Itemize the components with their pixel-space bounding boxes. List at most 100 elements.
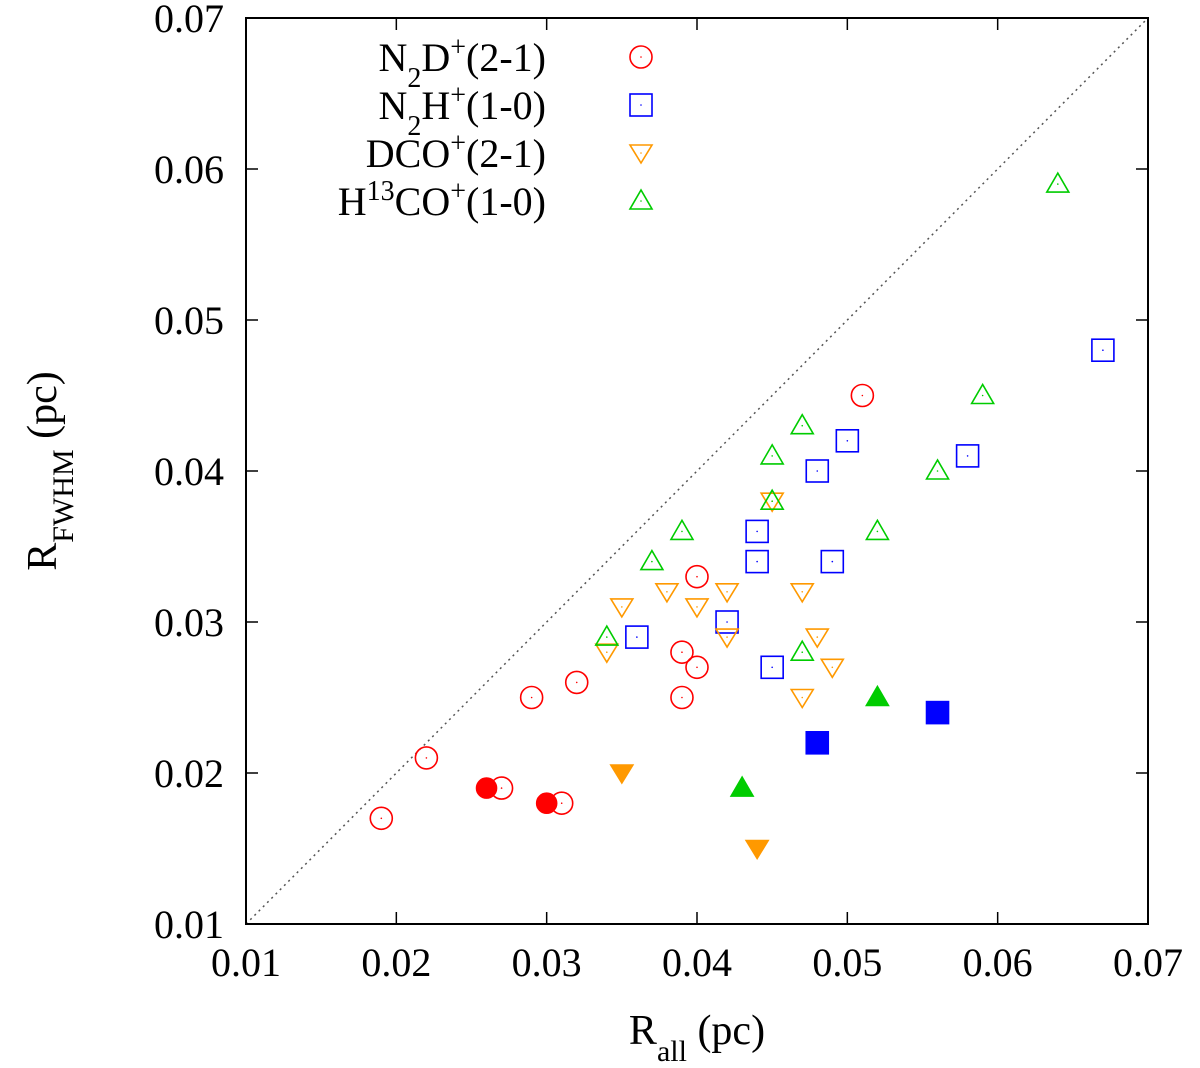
legend-subscript: 2 <box>407 111 421 142</box>
n2d-point-open <box>519 685 544 710</box>
n2h-point-open-center-dot <box>726 621 728 623</box>
n2h-point-open <box>745 519 769 544</box>
x-tick-label: 0.04 <box>662 940 732 985</box>
n2d-point-open <box>564 670 589 695</box>
series-h13co <box>594 171 1071 797</box>
n2d-point-open <box>685 564 709 589</box>
dco-point-filled <box>744 839 770 861</box>
y-tick-label: 0.02 <box>154 751 224 796</box>
legend-label-h13co: H13CO+(1-0) <box>338 176 546 225</box>
dco-point-open <box>714 582 740 604</box>
h13co-point-open <box>865 518 890 541</box>
x-tick-label: 0.03 <box>512 940 582 985</box>
n2h-point-open-center-dot <box>756 560 758 563</box>
y-tick-label: 0.01 <box>154 902 224 947</box>
n2d-point-open <box>850 383 875 408</box>
dco-point-open-center-dot <box>801 696 804 699</box>
n2h-point-open <box>715 610 739 634</box>
x-axis-label-main: R <box>629 1008 657 1054</box>
dco-point-open-center-dot <box>831 666 834 669</box>
legend-superscript: + <box>450 80 466 111</box>
n2d-point-open-center-dot <box>681 651 683 653</box>
x-tick-label: 0.02 <box>361 940 431 985</box>
dco-point-open <box>684 598 710 619</box>
x-tick-label: 0.05 <box>812 940 882 985</box>
legend-text: D <box>421 35 450 80</box>
dco-point-open <box>714 628 740 649</box>
legend-text: CO <box>395 179 451 224</box>
legend-text: (2-1) <box>466 35 546 80</box>
n2d-point-open-center-dot <box>696 575 698 578</box>
n2h-point-open <box>760 655 784 680</box>
n2h-point-filled <box>805 730 830 755</box>
y-tick-label: 0.06 <box>154 147 224 192</box>
legend: N2D+(2-1)N2H+(1-0)DCO+(2-1)H13CO+(1-0) <box>338 32 654 225</box>
dco-point-open <box>609 598 635 619</box>
n2h-point-open-center-dot <box>846 440 849 442</box>
n2d-point-open-center-dot <box>861 394 864 397</box>
n2d-point-open <box>369 806 394 831</box>
y-axis-label-unit: (pc) <box>20 371 66 449</box>
series-n2h <box>625 338 1115 755</box>
y-tick-label: 0.03 <box>154 600 224 645</box>
legend-label-n2d: N2D+(2-1) <box>378 32 546 94</box>
h13co-point-open-center-dot <box>1057 183 1059 185</box>
n2h-point-open-center-dot <box>816 470 819 472</box>
dco-point-open <box>804 628 830 649</box>
axis-ticks: 0.01 0.02 0.03 0.04 0.05 0.06 0.07 0.01 0.02 0.03… <box>154 0 1183 985</box>
h13co-point-open-center-dot <box>771 500 773 503</box>
h13co-point-filled <box>865 684 890 707</box>
y-axis-label-sub: FWHM <box>47 449 80 542</box>
n2h-point-open-center-dot <box>831 560 834 563</box>
legend-text: (1-0) <box>466 179 546 224</box>
plot-frame <box>245 17 1149 925</box>
series-dco <box>594 492 845 861</box>
y-axis-label: RFWHM (pc) <box>20 371 80 570</box>
dco-point-open <box>789 688 815 710</box>
dco-point-open-center-dot <box>606 651 608 653</box>
h13co-point-open-center-dot <box>801 651 804 653</box>
h13co-point-open-center-dot <box>801 424 804 427</box>
n2h-point-open-center-dot <box>636 636 638 638</box>
n2h-point-open <box>820 549 845 574</box>
dco-point-open-center-dot <box>696 606 698 608</box>
h13co-point-open-center-dot <box>681 530 683 533</box>
h13co-point-open-center-dot <box>771 455 773 457</box>
legend-marker-h13co-center-dot <box>640 200 642 202</box>
legend-label-n2h: N2H+(1-0) <box>378 80 546 142</box>
n2d-point-open-center-dot <box>575 681 578 684</box>
h13co-point-open-center-dot <box>651 560 653 563</box>
legend-text: H <box>338 179 367 224</box>
legend-text: N <box>378 83 407 128</box>
legend-label-dco: DCO+(2-1) <box>366 128 546 177</box>
y-axis-label-main: R <box>20 543 66 571</box>
h13co-point-open <box>759 488 785 511</box>
legend-text: N <box>378 35 407 80</box>
dco-point-filled <box>609 764 635 785</box>
n2d-point-open-center-dot <box>380 817 383 820</box>
n2h-point-open <box>625 625 649 649</box>
dco-point-open-center-dot <box>666 591 668 593</box>
dco-point-open-center-dot <box>801 591 804 593</box>
n2h-point-open <box>835 428 860 453</box>
dco-point-open <box>819 658 845 679</box>
dco-point-open-center-dot <box>726 591 728 593</box>
y-tick-label: 0.07 <box>154 0 224 41</box>
y-tick-label: 0.04 <box>154 449 224 494</box>
n2d-point-open-center-dot <box>425 757 428 759</box>
n2d-point-filled <box>535 792 558 815</box>
h13co-point-open <box>669 518 695 541</box>
h13co-point-filled <box>729 775 755 797</box>
legend-superscript: + <box>450 32 466 63</box>
dco-point-open <box>789 582 815 604</box>
legend-marker-h13co <box>628 188 654 210</box>
n2d-point-open-center-dot <box>681 696 683 699</box>
h13co-point-open <box>789 639 815 662</box>
dco-point-open <box>594 643 620 664</box>
h13co-point-open-center-dot <box>936 470 939 472</box>
legend-text: DCO <box>366 131 450 176</box>
n2d-point-open <box>670 640 694 665</box>
y-tick-label: 0.05 <box>154 298 224 343</box>
x-axis-label-sub: all <box>657 1035 687 1068</box>
